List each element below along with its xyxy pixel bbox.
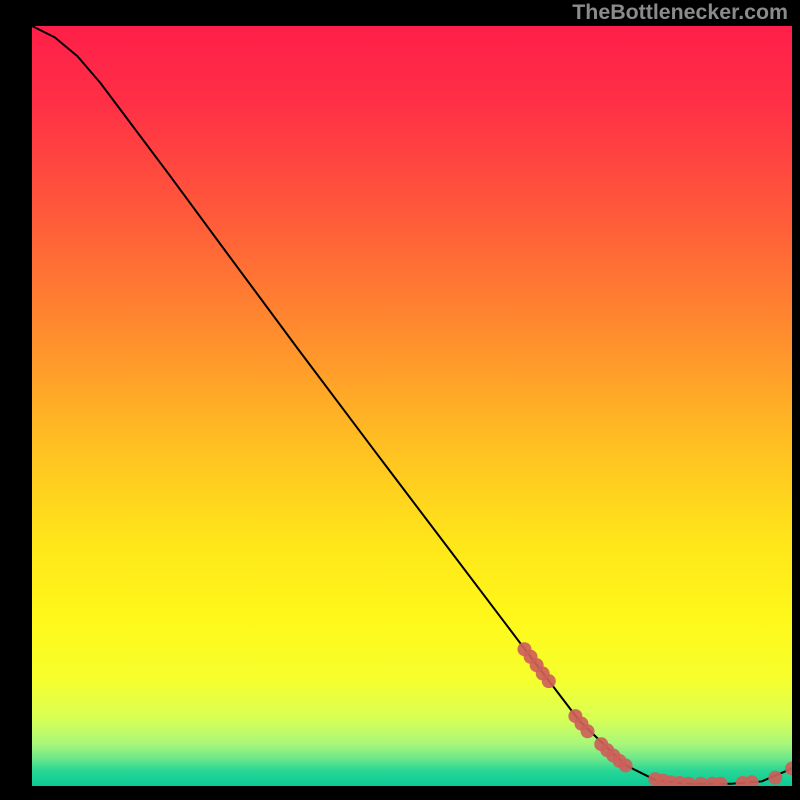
data-point: [768, 771, 782, 785]
data-point: [581, 724, 595, 738]
watermark-text: TheBottlenecker.com: [572, 0, 788, 25]
data-point: [619, 758, 633, 772]
data-point: [785, 762, 792, 776]
chart-overlay-svg: [32, 26, 792, 786]
performance-curve: [32, 26, 792, 784]
plot-area: [32, 26, 792, 786]
data-point: [542, 674, 556, 688]
data-point: [745, 775, 759, 786]
chart-stage: TheBottlenecker.com: [0, 0, 800, 800]
